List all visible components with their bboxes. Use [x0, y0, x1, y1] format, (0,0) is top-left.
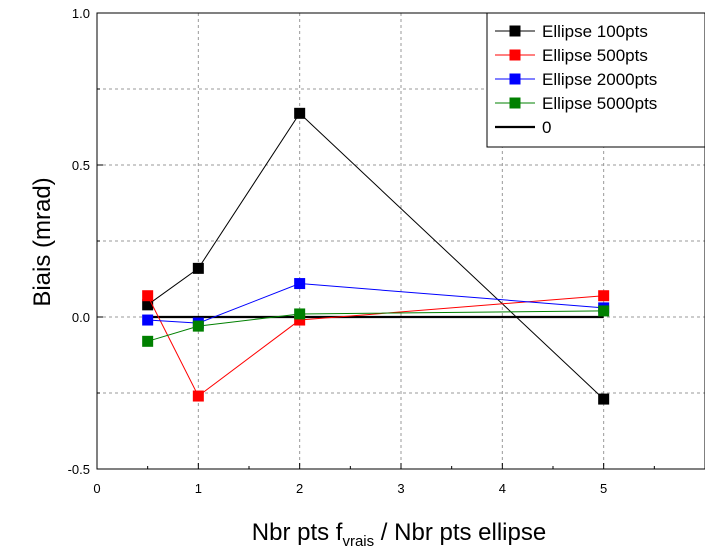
legend-label: Ellipse 5000pts	[542, 94, 657, 113]
legend-item: Ellipse 100pts	[495, 22, 648, 41]
x-tick-label: 1	[195, 481, 202, 496]
y-axis-title: Biais (mrad)	[29, 177, 56, 306]
legend-item: Ellipse 2000pts	[495, 70, 657, 89]
data-point-marker	[192, 390, 204, 402]
y-tick-label: 1.0	[72, 6, 90, 21]
data-point-marker	[294, 308, 306, 320]
legend-label: Ellipse 100pts	[542, 22, 648, 41]
y-tick-label: 0.0	[72, 310, 90, 325]
data-point-marker	[142, 335, 154, 347]
series-line	[147, 295, 604, 397]
data-point-marker	[192, 320, 204, 332]
legend-item: Ellipse 5000pts	[495, 94, 657, 113]
legend-swatch-marker	[509, 97, 521, 109]
data-point-marker	[142, 299, 154, 311]
data-point-marker	[598, 393, 610, 405]
plot-area	[142, 107, 610, 405]
series-line	[147, 283, 604, 324]
legend-label: 0	[542, 118, 551, 137]
x-tick-label: 4	[499, 481, 506, 496]
y-tick-label: -0.5	[68, 462, 90, 477]
x-tick-label: 3	[397, 481, 404, 496]
x-tick-label: 5	[600, 481, 607, 496]
axis-ticks: 0 1 2 3 4 5 -0.5 0.0 0.5 1.0	[68, 6, 655, 496]
series-line	[147, 310, 604, 342]
data-point-marker	[294, 278, 306, 290]
legend-swatch-marker	[509, 49, 521, 61]
legend-swatch-marker	[509, 25, 521, 37]
data-point-marker	[294, 107, 306, 119]
legend-item: Ellipse 500pts	[495, 46, 648, 65]
legend-item: 0	[495, 118, 551, 137]
data-point-marker	[598, 305, 610, 317]
data-point-marker	[294, 314, 306, 326]
legend-box	[486, 12, 705, 148]
legend-swatch-marker	[509, 73, 521, 85]
series-3	[142, 305, 610, 347]
series-2	[142, 278, 610, 329]
data-point-marker	[142, 314, 154, 326]
legend: Ellipse 100pts Ellipse 500pts Ellipse 2000…	[486, 12, 705, 148]
legend-label: Ellipse 500pts	[542, 46, 648, 65]
series-0	[142, 107, 610, 405]
data-point-marker	[598, 290, 610, 302]
data-point-marker	[192, 262, 204, 274]
x-tick-label: 0	[93, 481, 100, 496]
x-tick-label: 2	[296, 481, 303, 496]
x-axis-title: Nbr pts fvrais / Nbr pts ellipse	[252, 519, 546, 550]
series-1	[142, 290, 610, 402]
data-point-marker	[142, 290, 154, 302]
series-line	[147, 112, 605, 400]
x-axis-title-subscript: vrais	[342, 533, 374, 550]
legend-label: Ellipse 2000pts	[542, 70, 657, 89]
y-tick-label: 0.5	[72, 158, 90, 173]
